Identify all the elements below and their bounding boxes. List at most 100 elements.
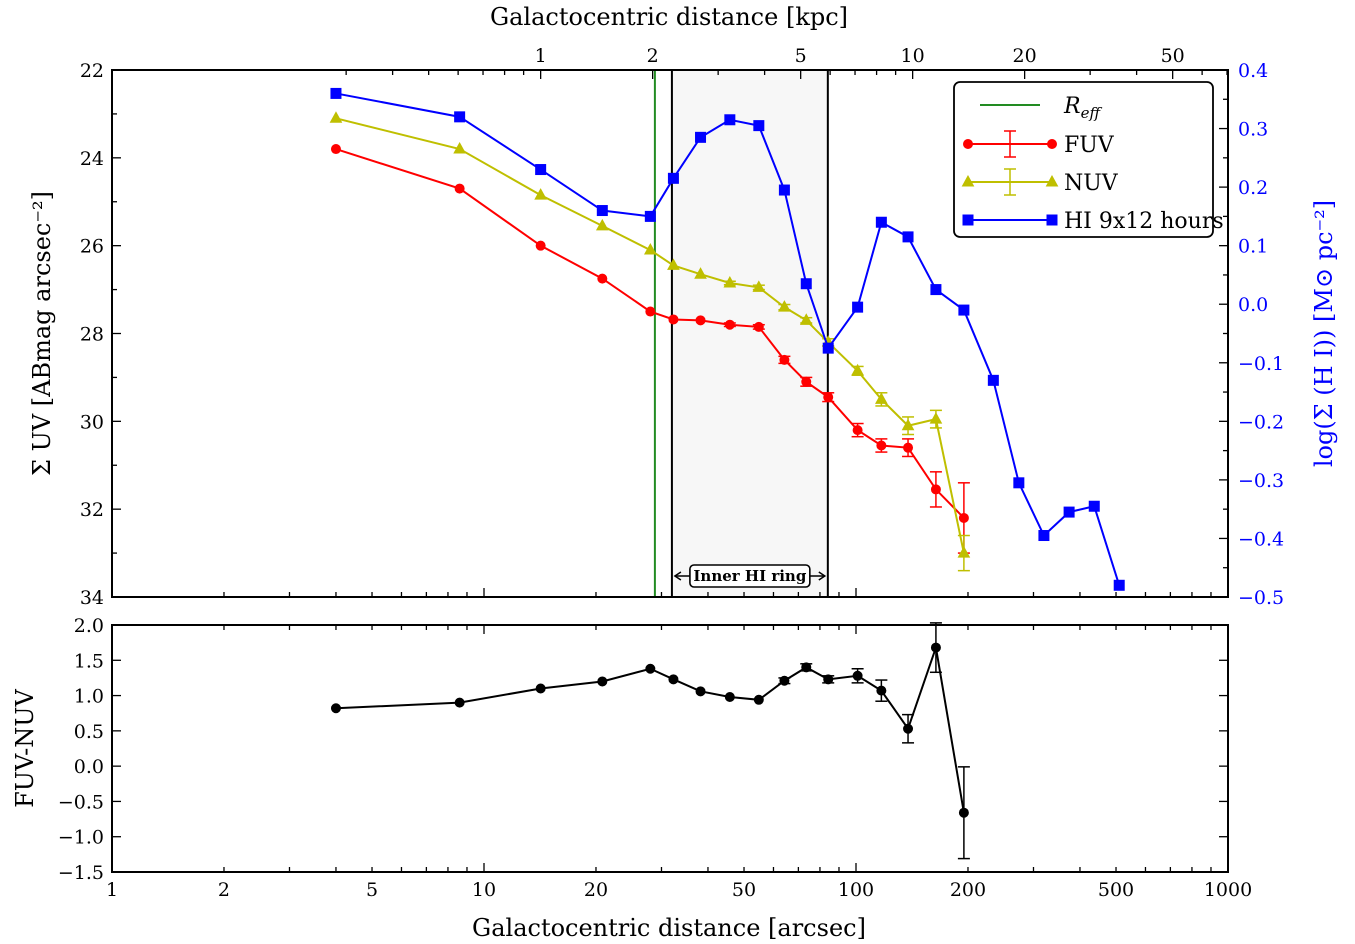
- color-point: [535, 683, 546, 694]
- fuv-point: [876, 440, 887, 451]
- hi-point: [454, 111, 466, 123]
- bottom-plot-frame: [111, 624, 1229, 873]
- right-y-tick-label: −0.2: [1238, 411, 1284, 433]
- bottom-axis-ticks: 1 2 5 10 20 50 100 200 500 1000 2.0 1.5 1.0 0.5 0.0 −0.…: [58, 615, 1252, 901]
- right-y-axis-label: log(Σ (H I)) [M⊙ pc⁻²]: [1310, 200, 1338, 467]
- fuv-point: [779, 354, 790, 365]
- fuv-point: [958, 512, 969, 523]
- top-kpc-tick-label: 20: [1013, 45, 1037, 67]
- fuv-point: [801, 376, 812, 387]
- top-series-layer: [329, 87, 1125, 591]
- legend-items: Reff FUV NUV HI 9x12 hours: [961, 94, 1224, 234]
- right-y-tick-label: −0.5: [1238, 587, 1284, 609]
- hi-point: [822, 342, 834, 354]
- bottom-panel: 1 2 5 10 20 50 100 200 500 1000 2.0 1.5 1.0 0.5 0.0 −0.…: [11, 615, 1252, 942]
- top-axis-ticks: 1 2 5 10 20 50 22 24 26 28 30 32 34 0.4 0.3 0.2 0.1 0.0 −0…: [80, 45, 1284, 609]
- hi-point: [958, 304, 970, 316]
- top-plot-frame: [111, 69, 1229, 598]
- color-point: [801, 662, 812, 673]
- color-point: [852, 670, 863, 681]
- hi-point: [596, 205, 608, 217]
- hi-point: [875, 216, 887, 228]
- fuv-point: [903, 442, 914, 453]
- bottom-x-tick-label: 500: [1098, 879, 1134, 901]
- nuv-line: [335, 117, 965, 554]
- bottom-y-tick-label: 0.0: [74, 756, 104, 778]
- bottom-x-tick-label: 100: [838, 879, 874, 901]
- legend-fuv-marker: [963, 139, 973, 149]
- top-x-axis-label: Galactocentric distance [kpc]: [490, 3, 848, 31]
- bottom-x-tick-label: 50: [732, 879, 756, 901]
- fuv-point: [454, 183, 465, 194]
- color-point: [779, 675, 790, 686]
- legend-reff-label: Reff: [1063, 94, 1102, 122]
- color-point: [454, 697, 465, 708]
- fuv-point: [823, 392, 834, 403]
- right-y-tick-label: 0.2: [1238, 177, 1268, 199]
- color-point: [597, 676, 608, 687]
- color-point: [823, 674, 834, 685]
- color-point: [645, 663, 656, 674]
- right-y-tick-label: 0.0: [1238, 294, 1268, 316]
- color-point: [930, 642, 941, 653]
- bottom-y-tick-label: −0.5: [58, 791, 104, 813]
- nuv-point: [799, 313, 813, 325]
- fuv-point: [695, 315, 706, 326]
- legend-nuv-marker: [1045, 174, 1059, 187]
- legend-nuv-marker: [961, 174, 975, 187]
- hi-point: [330, 87, 342, 99]
- left-y-tick-label: 32: [80, 499, 104, 521]
- hi-point: [724, 114, 736, 126]
- hi-point: [800, 278, 812, 290]
- fuv-point: [852, 425, 863, 436]
- nuv-point: [778, 300, 791, 312]
- fuv-point: [668, 314, 679, 325]
- nuv-point: [643, 243, 657, 255]
- ring-arrowhead-right: [818, 571, 827, 581]
- nuv-point: [901, 418, 915, 431]
- right-y-tick-label: −0.3: [1238, 470, 1284, 492]
- inner-hi-ring-annotation: Inner HI ring: [673, 564, 827, 588]
- right-y-tick-label: 0.3: [1238, 119, 1268, 141]
- nuv-point: [851, 363, 864, 376]
- bottom-y-axis-label: FUV-NUV: [11, 689, 39, 808]
- nuv-point: [595, 218, 609, 231]
- top-kpc-tick-label: 50: [1161, 45, 1185, 67]
- hi-point: [987, 374, 999, 386]
- right-y-tick-label: 0.1: [1238, 236, 1268, 258]
- nuv-point: [694, 267, 707, 279]
- hi-point: [778, 184, 790, 196]
- left-y-tick-label: 34: [80, 587, 104, 609]
- color-point: [695, 686, 706, 697]
- bottom-y-tick-label: −1.0: [58, 827, 104, 849]
- legend-hi-marker: [962, 214, 974, 226]
- legend-hi-marker: [1046, 214, 1058, 226]
- bottom-x-axis-label: Galactocentric distance [arcsec]: [472, 914, 866, 942]
- nuv-point: [875, 392, 888, 404]
- nuv-point: [752, 280, 766, 292]
- bottom-x-tick-label: 20: [584, 879, 608, 901]
- fuv-point: [753, 321, 764, 332]
- left-y-tick-label: 24: [80, 148, 104, 170]
- bottom-x-tick-label: 1000: [1204, 879, 1252, 901]
- hi-point: [852, 301, 864, 313]
- color-point: [903, 723, 914, 734]
- nuv-point: [453, 142, 466, 154]
- bottom-y-tick-label: −1.5: [58, 862, 104, 884]
- nuv-series: [329, 111, 971, 572]
- hi-series: [330, 87, 1125, 591]
- bottom-x-tick-label: 200: [950, 879, 986, 901]
- fuv-point: [597, 273, 608, 284]
- top-panel: 1 2 5 10 20 50 22 24 26 28 30 32 34 0.4 0.3 0.2 0.1 0.0 −0…: [28, 3, 1338, 609]
- inner-hi-ring-band: [671, 70, 828, 597]
- fuv-point: [724, 319, 735, 330]
- legend-nuv-label: NUV: [1064, 171, 1119, 196]
- left-y-axis-label: Σ UV [ABmag arcsec⁻²]: [28, 191, 56, 476]
- nuv-point: [329, 111, 343, 123]
- fuv-point: [645, 306, 656, 317]
- left-y-tick-label: 30: [80, 411, 104, 433]
- hi-point: [930, 284, 942, 296]
- hi-point: [695, 131, 707, 143]
- color-point: [668, 674, 679, 685]
